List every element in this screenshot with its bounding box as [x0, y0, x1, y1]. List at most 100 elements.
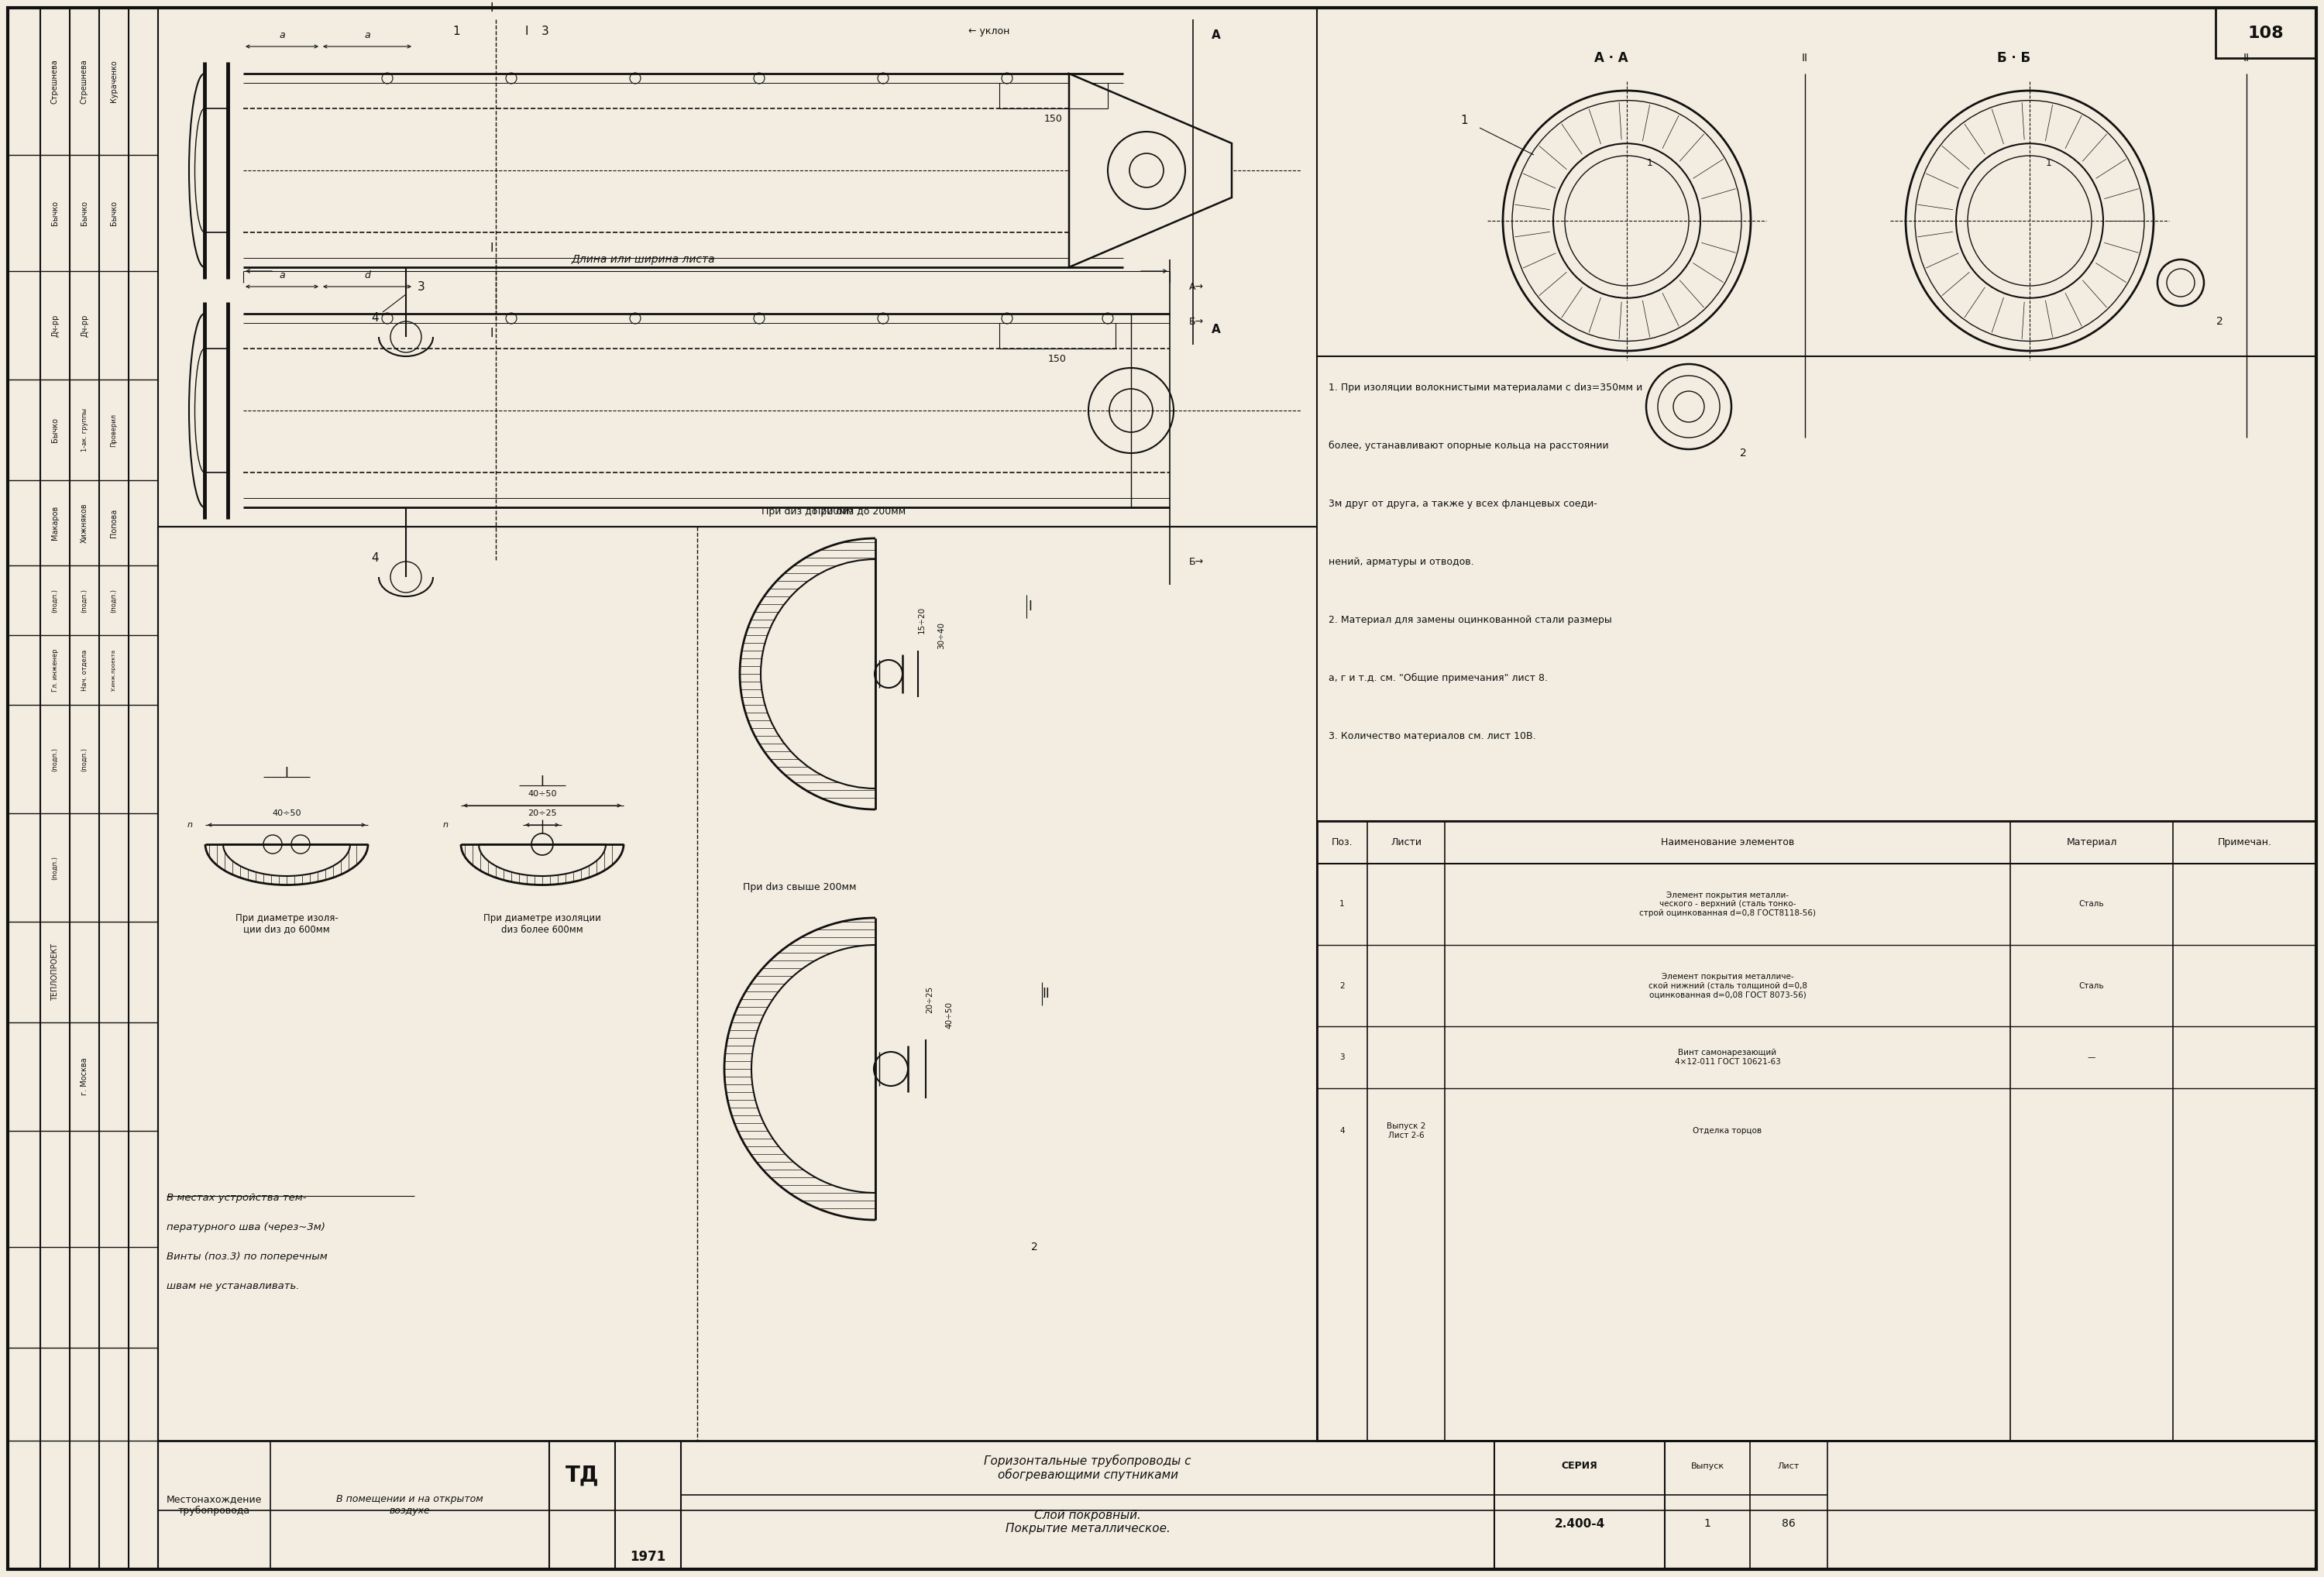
Text: Б→: Б→: [1190, 557, 1204, 566]
Text: n: n: [186, 822, 193, 830]
Text: (подп.): (подп.): [81, 588, 88, 612]
Text: 1: 1: [1648, 158, 1652, 167]
Text: А: А: [1211, 28, 1220, 41]
Text: А→: А→: [1190, 282, 1204, 292]
Text: Проверил: Проверил: [112, 413, 116, 446]
Text: Элемент покрытия металличе-
ской нижний (сталь толщиной d=0,8
оцинкованная d=0,0: Элемент покрытия металличе- ской нижний …: [1648, 973, 1808, 998]
Text: Винт самонарезающий
4×12-011 ГОСТ 10621-63: Винт самонарезающий 4×12-011 ГОСТ 10621-…: [1676, 1049, 1780, 1066]
Text: Листи: Листи: [1390, 837, 1422, 847]
Text: Винты (поз.3) по поперечным: Винты (поз.3) по поперечным: [167, 1252, 328, 1262]
Text: Отделка торцов: Отделка торцов: [1692, 1128, 1762, 1135]
Text: 20÷25: 20÷25: [925, 986, 934, 1012]
Text: ← уклон: ← уклон: [969, 25, 1009, 36]
Text: А: А: [1211, 323, 1220, 334]
Text: —: —: [2087, 1053, 2096, 1061]
Text: d: d: [365, 270, 370, 281]
Text: Выпуск 2
Лист 2-6: Выпуск 2 Лист 2-6: [1387, 1123, 1425, 1139]
Text: У.инж.проекта: У.инж.проекта: [112, 650, 116, 691]
Text: 4: 4: [1339, 1128, 1346, 1135]
Text: Гл. инженер: Гл. инженер: [51, 648, 58, 692]
Text: I: I: [490, 2, 493, 14]
Text: Материал: Материал: [2066, 837, 2117, 847]
Text: Примечан.: Примечан.: [2217, 837, 2271, 847]
Text: В местах устройства тем-: В местах устройства тем-: [167, 1192, 307, 1203]
Text: 2. Материал для замены оцинкованной стали размеры: 2. Материал для замены оцинкованной стал…: [1329, 615, 1613, 624]
Text: Лист: Лист: [1778, 1462, 1799, 1470]
Text: (подп.): (подп.): [112, 588, 116, 612]
Text: 1-ак. группы: 1-ак. группы: [81, 408, 88, 451]
Text: 40÷50: 40÷50: [272, 809, 302, 817]
Text: ТД: ТД: [565, 1465, 600, 1487]
Text: 4: 4: [372, 552, 379, 563]
Text: Местонахождение
трубопровода: Местонахождение трубопровода: [165, 1493, 263, 1515]
Text: 1: 1: [1703, 1519, 1710, 1530]
Text: II: II: [2243, 52, 2250, 63]
Text: Хижняков: Хижняков: [81, 503, 88, 542]
Text: 4: 4: [372, 312, 379, 323]
Text: СЕРИЯ: СЕРИЯ: [1562, 1462, 1597, 1471]
Text: 108: 108: [2247, 25, 2284, 41]
Text: ТЕПЛОПРОЕКТ: ТЕПЛОПРОЕКТ: [51, 943, 58, 1001]
Text: Б→: Б→: [1190, 317, 1204, 326]
Text: II: II: [1041, 986, 1050, 1000]
Text: 2: 2: [1339, 982, 1346, 989]
Text: 40÷50: 40÷50: [528, 790, 558, 798]
Text: А · А: А · А: [1594, 50, 1629, 65]
Text: (подп.): (подп.): [51, 855, 58, 880]
Text: а, г и т.д. см. "Общие примечания" лист 8.: а, г и т.д. см. "Общие примечания" лист …: [1329, 673, 1548, 683]
Bar: [244, 74, 1313, 267]
Text: 1: 1: [453, 25, 460, 36]
Text: 2: 2: [2217, 315, 2222, 326]
Text: швам не устанавливать.: швам не устанавливать.: [167, 1281, 300, 1292]
Text: 2.400-4: 2.400-4: [1555, 1517, 1606, 1530]
Text: В помещении и на открытом
воздухе: В помещении и на открытом воздухе: [337, 1493, 483, 1515]
Text: пературного шва (через~3м): пературного шва (через~3м): [167, 1222, 325, 1232]
Polygon shape: [1069, 74, 1232, 267]
Text: (подп.): (подп.): [81, 747, 88, 771]
Text: При dиз свыше 200мм: При dиз свыше 200мм: [744, 882, 858, 893]
Text: Бычко: Бычко: [51, 418, 58, 442]
Text: Длина или ширина листа: Длина или ширина листа: [572, 254, 716, 265]
Text: I: I: [541, 774, 544, 788]
Text: 3: 3: [1339, 1053, 1346, 1061]
Text: Бычко: Бычко: [51, 200, 58, 226]
Text: Макаров: Макаров: [51, 506, 58, 539]
Text: 2: 2: [1032, 1241, 1037, 1252]
Text: 3: 3: [541, 25, 548, 36]
Text: (подп.): (подп.): [51, 747, 58, 771]
Text: Сталь: Сталь: [2080, 982, 2103, 989]
Text: Поз.: Поз.: [1332, 837, 1353, 847]
Text: нений, арматуры и отводов.: нений, арматуры и отводов.: [1329, 557, 1473, 566]
Text: 40÷50: 40÷50: [946, 1001, 953, 1028]
Text: Выпуск: Выпуск: [1690, 1462, 1724, 1470]
Text: 30÷40: 30÷40: [937, 621, 946, 648]
Text: Попова: Попова: [109, 508, 119, 538]
Bar: [1318, 822, 2317, 1441]
Text: 1. При изоляции волокнистыми материалами с dиз=350мм и: 1. При изоляции волокнистыми материалами…: [1329, 382, 1643, 393]
Text: При dиз до 200мм: При dиз до 200мм: [762, 506, 853, 516]
Text: Стрешнева: Стрешнева: [81, 58, 88, 104]
Text: Элемент покрытия металли-
ческого - верхний (сталь тонко-
строй оцинкованная d=0: Элемент покрытия металли- ческого - верх…: [1638, 891, 1815, 918]
Text: 3. Количество материалов см. лист 10В.: 3. Количество материалов см. лист 10В.: [1329, 730, 1536, 741]
Text: 1: 1: [1459, 114, 1469, 126]
Text: Горизонтальные трубопроводы с
обогревающими спутниками: Горизонтальные трубопроводы с обогревающ…: [983, 1454, 1192, 1481]
Text: Нач. отдела: Нач. отдела: [81, 650, 88, 691]
Text: 1971: 1971: [630, 1550, 667, 1564]
Text: 86: 86: [1783, 1519, 1796, 1530]
Text: a: a: [279, 270, 286, 281]
Text: Б · Б: Б · Б: [1996, 50, 2031, 65]
Text: 3: 3: [418, 281, 425, 292]
Text: a: a: [365, 30, 370, 39]
Text: a: a: [279, 30, 286, 39]
Text: n: n: [442, 822, 449, 830]
Text: Наименование элементов: Наименование элементов: [1662, 837, 1794, 847]
Text: При dиз до 200мм: При dиз до 200мм: [813, 506, 906, 516]
Text: Кураченко: Кураченко: [109, 60, 119, 103]
Text: Бычко: Бычко: [109, 200, 119, 226]
Text: I: I: [1030, 599, 1032, 613]
Text: I: I: [525, 25, 528, 36]
Text: При диаметре изоля-
ции dиз до 600мм: При диаметре изоля- ции dиз до 600мм: [235, 913, 337, 935]
Text: Дч-рр: Дч-рр: [81, 314, 88, 337]
Text: 1: 1: [1339, 900, 1346, 908]
Text: Бычко: Бычко: [81, 200, 88, 226]
